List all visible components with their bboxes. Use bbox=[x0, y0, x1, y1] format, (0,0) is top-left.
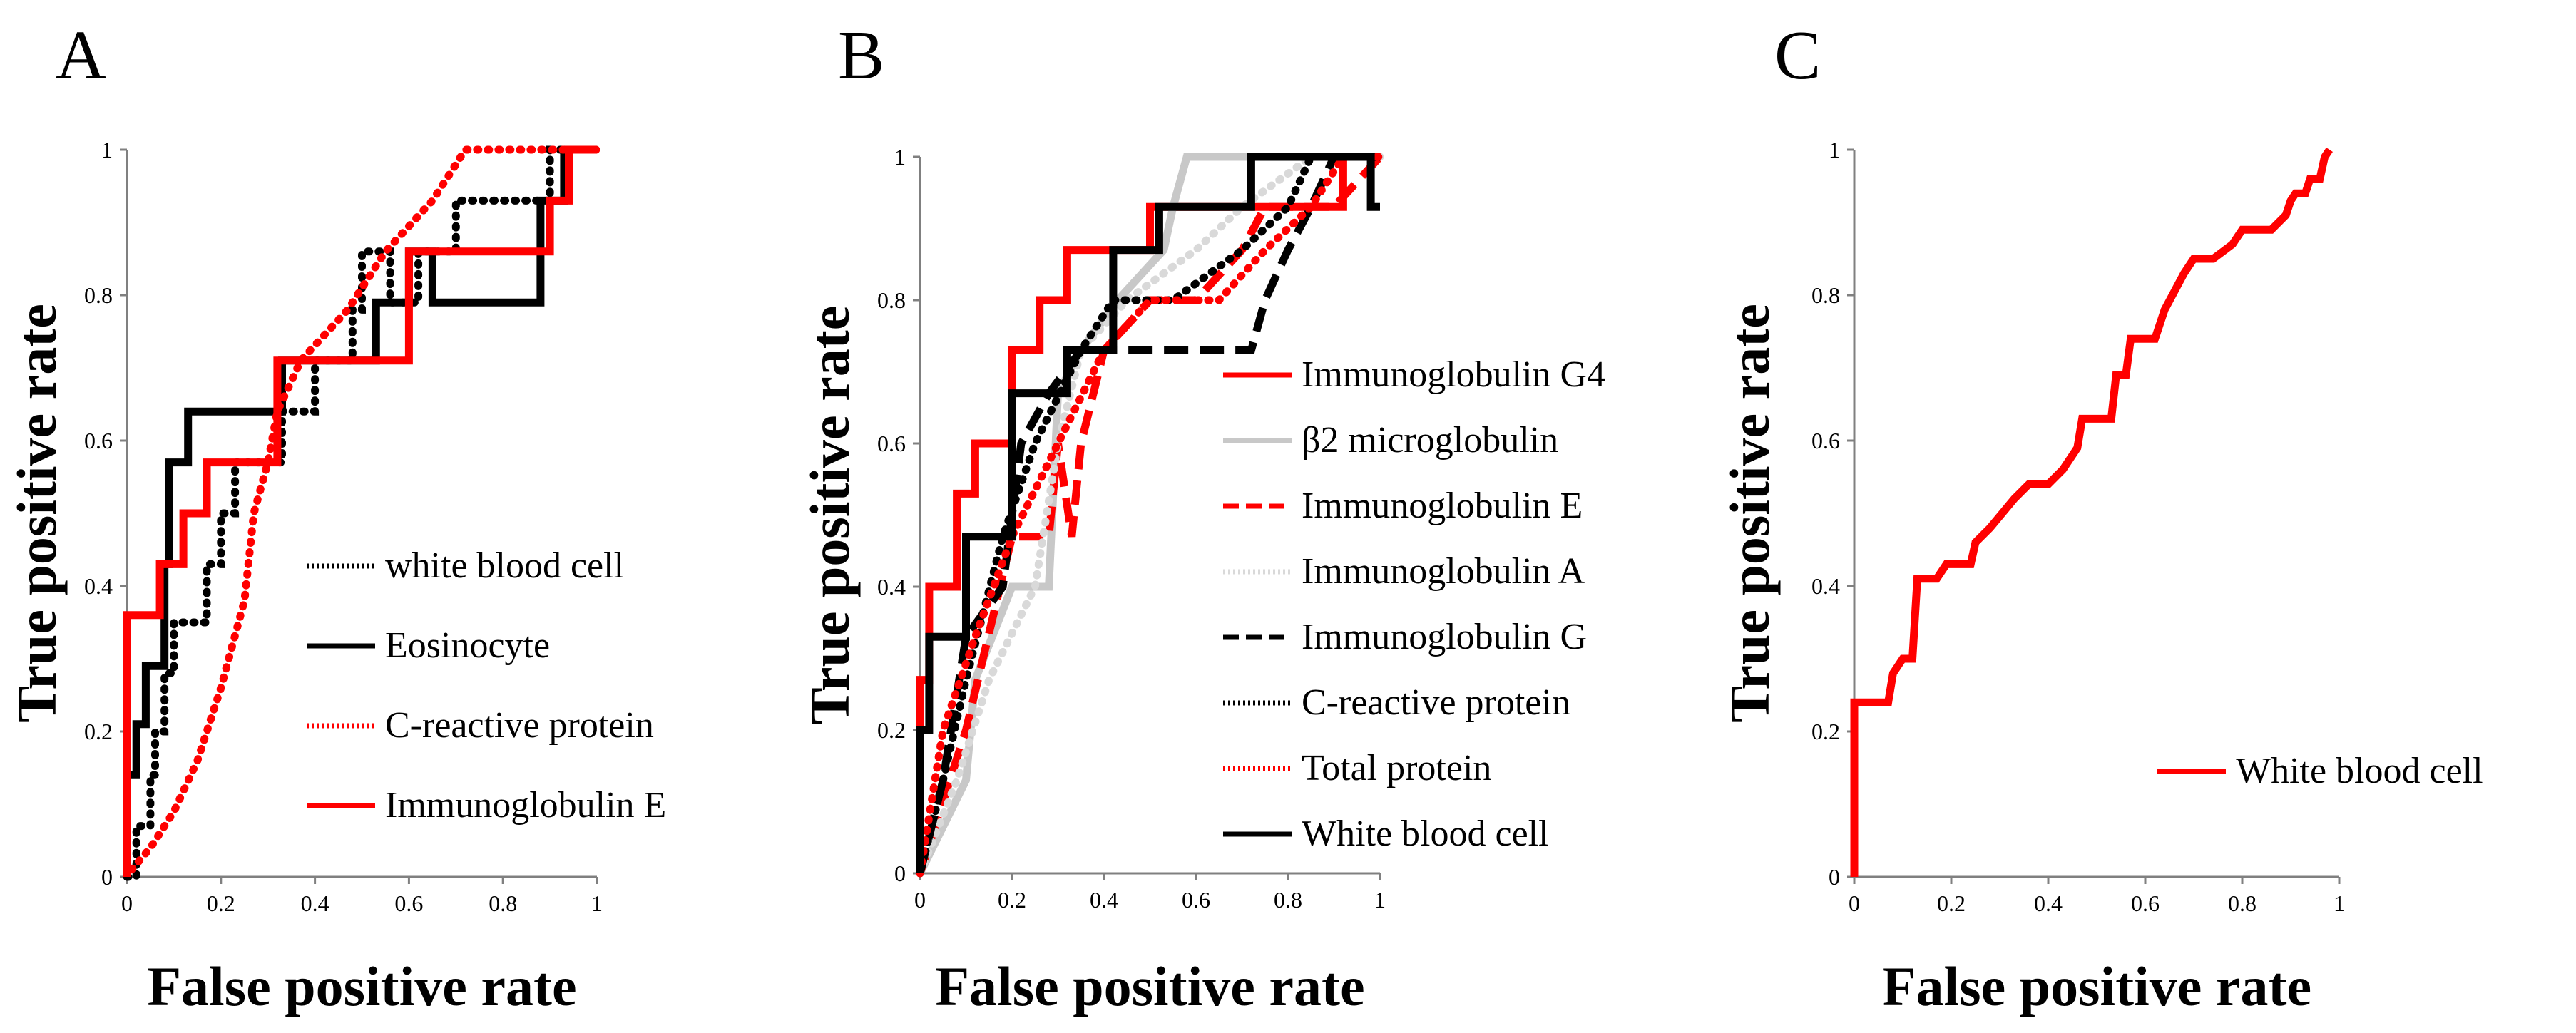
x-axis-title: False positive rate bbox=[935, 955, 1364, 1017]
x-tick-label: 0.4 bbox=[1090, 887, 1118, 913]
x-tick-label: 0.4 bbox=[2034, 890, 2063, 916]
x-axis-title: False positive rate bbox=[1882, 955, 2311, 1017]
series-line-c-reactive-protein bbox=[916, 153, 1384, 878]
panel-c: C 0 0.2 0.4 0.6 0.8 1 0 0.2 0.4 0.6 0.8 1 False posit… bbox=[1719, 17, 2483, 1017]
y-tick-label: 0.8 bbox=[1811, 282, 1840, 308]
panel-letter: C bbox=[1774, 17, 1821, 94]
y-tick-label: 0.2 bbox=[84, 719, 113, 744]
legend-label: C-reactive protein bbox=[1302, 682, 1570, 723]
legend-label: C-reactive protein bbox=[385, 705, 654, 746]
y-tick-label: 1 bbox=[1829, 137, 1840, 163]
series-line-white-blood-cell bbox=[1850, 147, 2333, 877]
y-tick-label: 0 bbox=[894, 860, 906, 886]
x-tick-label: 0.8 bbox=[1274, 887, 1302, 913]
legend-label: Total protein bbox=[1302, 748, 1491, 788]
series-line-immunoglobulin-g bbox=[916, 153, 1380, 875]
x-tick-label: 0 bbox=[1849, 890, 1860, 916]
series-line-immunoglobulin-g4 bbox=[916, 153, 1380, 873]
legend-label: white blood cell bbox=[385, 545, 624, 586]
x-tick-label: 0.2 bbox=[207, 890, 235, 916]
y-tick-label: 0 bbox=[1829, 864, 1840, 890]
y-tick-label: 0.4 bbox=[1811, 573, 1840, 599]
legend-label: β2 microglobulin bbox=[1302, 420, 1558, 461]
x-tick-label: 0.6 bbox=[1182, 887, 1210, 913]
x-tick-label: 0.6 bbox=[394, 890, 423, 916]
series-line-total-protein bbox=[916, 153, 1384, 878]
y-tick-label: 0.6 bbox=[1811, 428, 1840, 453]
y-tick-label: 0.8 bbox=[877, 287, 906, 313]
x-tick-label: 0.2 bbox=[998, 887, 1026, 913]
y-tick-label: 1 bbox=[101, 137, 113, 163]
panel-a: A 0 0.2 0.4 0.6 0.8 1 0 0.2 0.4 0.6 0.8 1 False posit… bbox=[6, 17, 666, 1017]
legend-label: White blood cell bbox=[1302, 813, 1549, 854]
panel-b: B 0 0.2 0.4 0.6 0.8 1 0 0.2 0.4 0.6 0.8 1 False posit… bbox=[799, 17, 1605, 1017]
x-tick-label: 0 bbox=[121, 890, 133, 916]
x-tick-label: 0.2 bbox=[1937, 890, 1966, 916]
y-axis-title: True positive rate bbox=[6, 304, 68, 723]
series-line-immunoglobulin-e bbox=[123, 145, 597, 877]
y-tick-label: 0.4 bbox=[877, 574, 906, 600]
series-line-eosinocyte bbox=[127, 145, 597, 779]
x-tick-label: 0.6 bbox=[2131, 890, 2160, 916]
y-tick-label: 0.2 bbox=[877, 717, 906, 743]
y-tick-label: 0.8 bbox=[84, 282, 113, 308]
y-tick-label: 0.4 bbox=[84, 573, 113, 599]
y-tick-label: 0.2 bbox=[1811, 719, 1840, 744]
x-axis-title: False positive rate bbox=[147, 955, 576, 1017]
legend-label: Immunoglobulin E bbox=[1302, 485, 1583, 526]
series-line-immunoglobulin-e bbox=[916, 154, 1384, 875]
y-axis-title: True positive rate bbox=[1719, 304, 1781, 723]
y-tick-label: 1 bbox=[894, 144, 906, 170]
y-tick-label: 0.6 bbox=[877, 431, 906, 456]
legend-label: Immunoglobulin E bbox=[385, 785, 666, 826]
x-tick-label: 1 bbox=[2334, 890, 2345, 916]
y-axis-title: True positive rate bbox=[799, 306, 861, 725]
y-tick-label: 0.6 bbox=[84, 428, 113, 453]
legend-label: Eosinocyte bbox=[385, 625, 550, 666]
series-line-white-blood-cell bbox=[916, 153, 1380, 873]
panel-letter: A bbox=[56, 17, 106, 94]
x-tick-label: 1 bbox=[1374, 887, 1386, 913]
x-tick-label: 1 bbox=[591, 890, 603, 916]
legend-label: Immunoglobulin G4 bbox=[1302, 354, 1605, 395]
x-tick-label: 0 bbox=[914, 887, 926, 913]
legend-label: White blood cell bbox=[2236, 751, 2483, 791]
x-tick-label: 0.8 bbox=[489, 890, 517, 916]
x-tick-label: 0.8 bbox=[2228, 890, 2256, 916]
x-tick-label: 0.4 bbox=[301, 890, 329, 916]
y-tick-label: 0 bbox=[101, 864, 113, 890]
panel-letter: B bbox=[838, 17, 884, 94]
legend-label: Immunoglobulin A bbox=[1302, 551, 1585, 592]
legend-label: Immunoglobulin G bbox=[1302, 617, 1587, 657]
